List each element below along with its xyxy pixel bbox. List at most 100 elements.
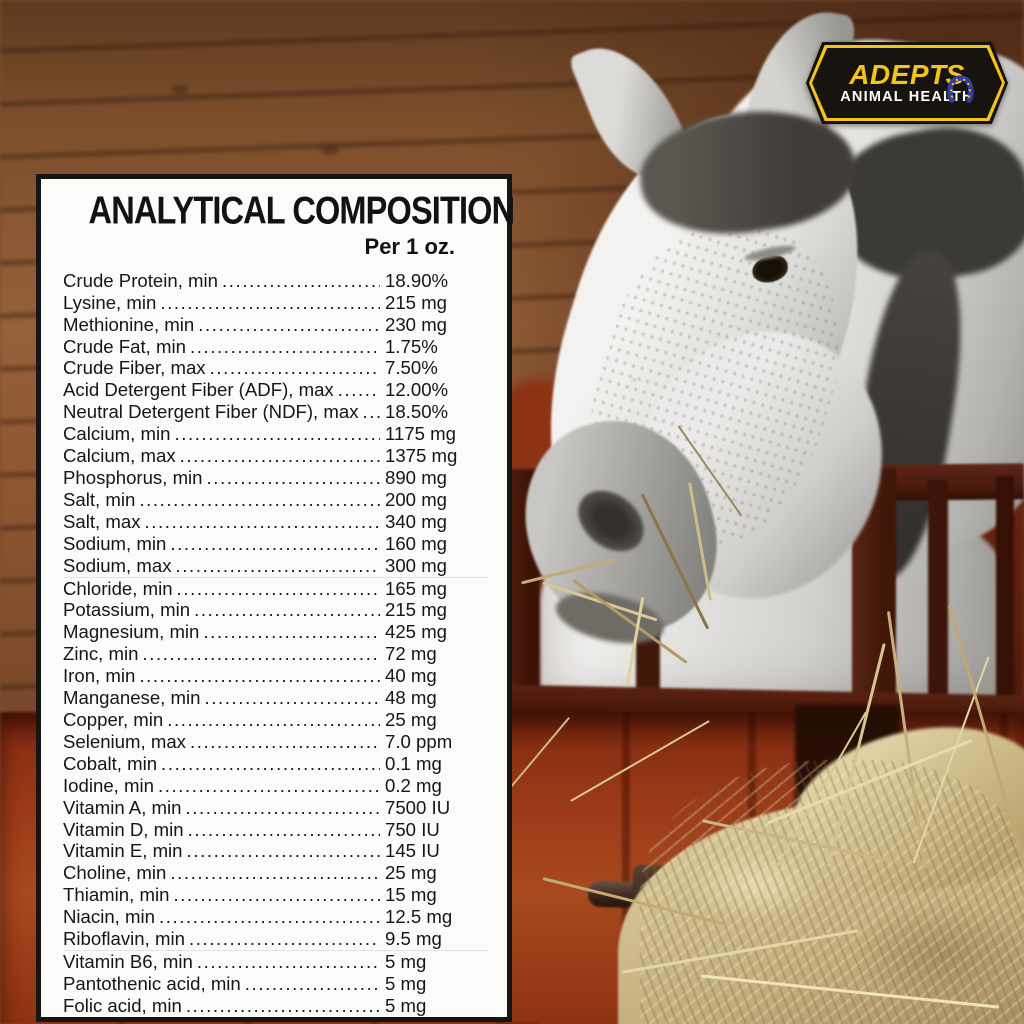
dot-leader [161, 753, 380, 775]
table-row: Methionine, min 230 mg [63, 314, 489, 336]
row-label: Pantothenic acid, min [63, 972, 241, 994]
table-row: Niacin, min 12.5 mg [63, 906, 489, 928]
row-value: 215 mg [385, 291, 448, 313]
row-value: 18.90% [385, 269, 449, 291]
table-row: Crude Fiber, max 7.50% [63, 357, 489, 379]
table-row: Zinc, min 72 mg [63, 643, 489, 665]
row-value: 18.50% [385, 401, 449, 423]
table-row: Calcium, min 1175 mg [63, 423, 489, 445]
row-label: Sodium, max [63, 554, 172, 576]
row-label: Magnesium, min [63, 621, 200, 643]
brand-wordmark: ADEPT S [849, 59, 974, 104]
row-label: Acid Detergent Fiber (ADF), max [63, 379, 334, 401]
row-label: Crude Protein, min [63, 269, 219, 291]
row-label: Salt, min [63, 488, 136, 510]
row-value: 40 mg [385, 665, 437, 687]
row-value: 1375 mg [385, 445, 458, 467]
row-label: Salt, max [63, 510, 141, 532]
dot-leader [139, 665, 380, 687]
row-label: Calcium, min [63, 423, 171, 445]
table-row: Selenium, max 7.0 ppm [63, 731, 489, 753]
row-label: Chloride, min [63, 577, 173, 599]
row-value: 200 mg [385, 488, 448, 510]
row-label: Potassium, min [63, 599, 191, 621]
row-label: Niacin, min [63, 906, 155, 928]
row-value: 0.2 mg [385, 774, 442, 796]
dot-leader [197, 951, 380, 973]
table-row: Calcium, max 1375 mg [63, 445, 489, 467]
dot-leader [222, 270, 380, 292]
row-value: 72 mg [385, 643, 437, 665]
table-row: Chloride, min 165 mg [63, 578, 489, 600]
dot-leader [170, 862, 380, 884]
analytical-composition-panel: ANALYTICAL COMPOSITION Per 1 oz. Crude P… [36, 174, 515, 1022]
row-value: 145 IU [385, 840, 440, 862]
dot-leader [198, 314, 380, 336]
row-label: Selenium, max [63, 730, 186, 752]
row-label: Cobalt, min [63, 752, 158, 774]
row-label: Crude Fiber, max [63, 357, 206, 379]
dot-leader [190, 336, 380, 358]
row-label: Thiamin, min [63, 884, 170, 906]
dot-leader [158, 775, 380, 797]
row-label: Copper, min [63, 708, 164, 730]
logo-content: ADEPT S ANIMAL HEALTH [806, 42, 1008, 124]
row-value: 12.00% [385, 379, 449, 401]
table-row: Vitamin E, min 145 IU [63, 840, 489, 862]
row-label: Neutral Detergent Fiber (NDF), max [63, 401, 359, 423]
dot-leader [187, 840, 380, 862]
row-label: Manganese, min [63, 687, 201, 709]
dot-leader [245, 973, 380, 995]
hay-texture [640, 760, 1024, 1024]
row-value: 25 mg [385, 708, 437, 730]
table-row: Vitamin B6, min 5 mg [63, 951, 489, 973]
row-value: 48 mg [385, 687, 437, 709]
table-row: Choline, min 25 mg [63, 862, 489, 884]
dot-leader [186, 797, 381, 819]
table-row: Iodine, min 0.2 mg [63, 775, 489, 797]
table-row: Copper, min 25 mg [63, 709, 489, 731]
dot-leader [210, 357, 380, 379]
table-row: Sodium, min 160 mg [63, 533, 489, 555]
dot-leader [188, 819, 380, 841]
brand-name-prefix: ADEPT [849, 59, 947, 91]
row-value: 7.0 ppm [385, 730, 453, 752]
row-value: 160 mg [385, 532, 448, 554]
row-value: 215 mg [385, 599, 448, 621]
row-value: 12.5 mg [385, 906, 453, 928]
table-row: Crude Fat, min 1.75% [63, 336, 489, 358]
table-row: Vitamin A, min 7500 IU [63, 797, 489, 819]
table-row: Manganese, min 48 mg [63, 687, 489, 709]
dot-leader [159, 906, 380, 928]
row-label: Iodine, min [63, 774, 154, 796]
table-row: Potassium, min 215 mg [63, 599, 489, 621]
dot-leader [173, 884, 380, 906]
row-value: 9.5 mg [385, 928, 442, 950]
row-value: 750 IU [385, 818, 440, 840]
dot-leader [204, 687, 380, 709]
dot-leader [142, 643, 380, 665]
dot-leader [170, 533, 380, 555]
dot-leader [338, 379, 380, 401]
row-value: 165 mg [385, 577, 448, 599]
table-row: Thiamin, min 15 mg [63, 884, 489, 906]
row-label: Vitamin E, min [63, 840, 183, 862]
row-value: 7500 IU [385, 796, 451, 818]
row-label: Lysine, min [63, 291, 157, 313]
dot-leader [363, 401, 380, 423]
composition-table: Crude Protein, min 18.90% Lysine, min 21… [63, 270, 489, 1017]
row-label: Vitamin A, min [63, 796, 182, 818]
row-value: 1175 mg [385, 423, 456, 445]
dot-leader [203, 621, 380, 643]
table-row: Cobalt, min 0.1 mg [63, 753, 489, 775]
gate-bar [928, 480, 948, 730]
row-value: 7.50% [385, 357, 438, 379]
dot-leader [145, 511, 381, 533]
row-value: 890 mg [385, 467, 448, 488]
table-row: Salt, min 200 mg [63, 489, 489, 511]
table-row: Vitamin D, min 750 IU [63, 819, 489, 841]
row-label: Vitamin D, min [63, 818, 184, 840]
row-label: Choline, min [63, 862, 167, 884]
table-row: Neutral Detergent Fiber (NDF), max 18.50… [63, 401, 489, 423]
